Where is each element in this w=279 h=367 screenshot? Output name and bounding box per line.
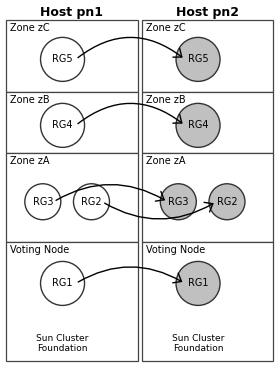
Text: RG4: RG4 [188, 120, 208, 130]
Bar [141, 20, 273, 92]
Bar [141, 153, 273, 241]
Bar [6, 241, 138, 361]
Circle shape [40, 261, 85, 305]
Text: Voting Node: Voting Node [146, 245, 205, 255]
Text: Zone zC: Zone zC [146, 23, 185, 33]
Text: Zone zB: Zone zB [146, 95, 185, 105]
Text: RG1: RG1 [188, 279, 208, 288]
Text: Zone zA: Zone zA [10, 156, 49, 166]
Circle shape [40, 37, 85, 81]
FancyArrowPatch shape [78, 103, 182, 124]
Circle shape [40, 103, 85, 148]
Circle shape [176, 37, 220, 81]
Text: RG1: RG1 [52, 279, 73, 288]
Text: Host pn2: Host pn2 [176, 6, 239, 19]
Text: Sun Cluster
Foundation: Sun Cluster Foundation [172, 334, 224, 353]
Bar [141, 92, 273, 153]
Text: Zone zB: Zone zB [10, 95, 50, 105]
Bar [6, 92, 138, 153]
Circle shape [160, 184, 196, 220]
Text: RG5: RG5 [52, 54, 73, 64]
Circle shape [209, 184, 245, 220]
FancyArrowPatch shape [105, 202, 213, 219]
Text: Zone zC: Zone zC [10, 23, 50, 33]
Text: Voting Node: Voting Node [10, 245, 69, 255]
Bar [6, 153, 138, 241]
Bar [6, 20, 138, 92]
Circle shape [176, 103, 220, 148]
Circle shape [73, 184, 109, 220]
Text: Zone zA: Zone zA [146, 156, 185, 166]
FancyArrowPatch shape [56, 185, 164, 201]
Text: RG2: RG2 [81, 197, 102, 207]
FancyArrowPatch shape [78, 267, 181, 283]
Text: Sun Cluster
Foundation: Sun Cluster Foundation [36, 334, 89, 353]
Text: RG2: RG2 [217, 197, 237, 207]
Bar [141, 241, 273, 361]
Circle shape [25, 184, 61, 220]
Text: RG3: RG3 [168, 197, 189, 207]
FancyArrowPatch shape [78, 37, 182, 58]
Text: RG3: RG3 [33, 197, 53, 207]
Text: Host pn1: Host pn1 [40, 6, 103, 19]
Circle shape [176, 261, 220, 305]
Text: RG5: RG5 [188, 54, 208, 64]
Text: RG4: RG4 [52, 120, 73, 130]
